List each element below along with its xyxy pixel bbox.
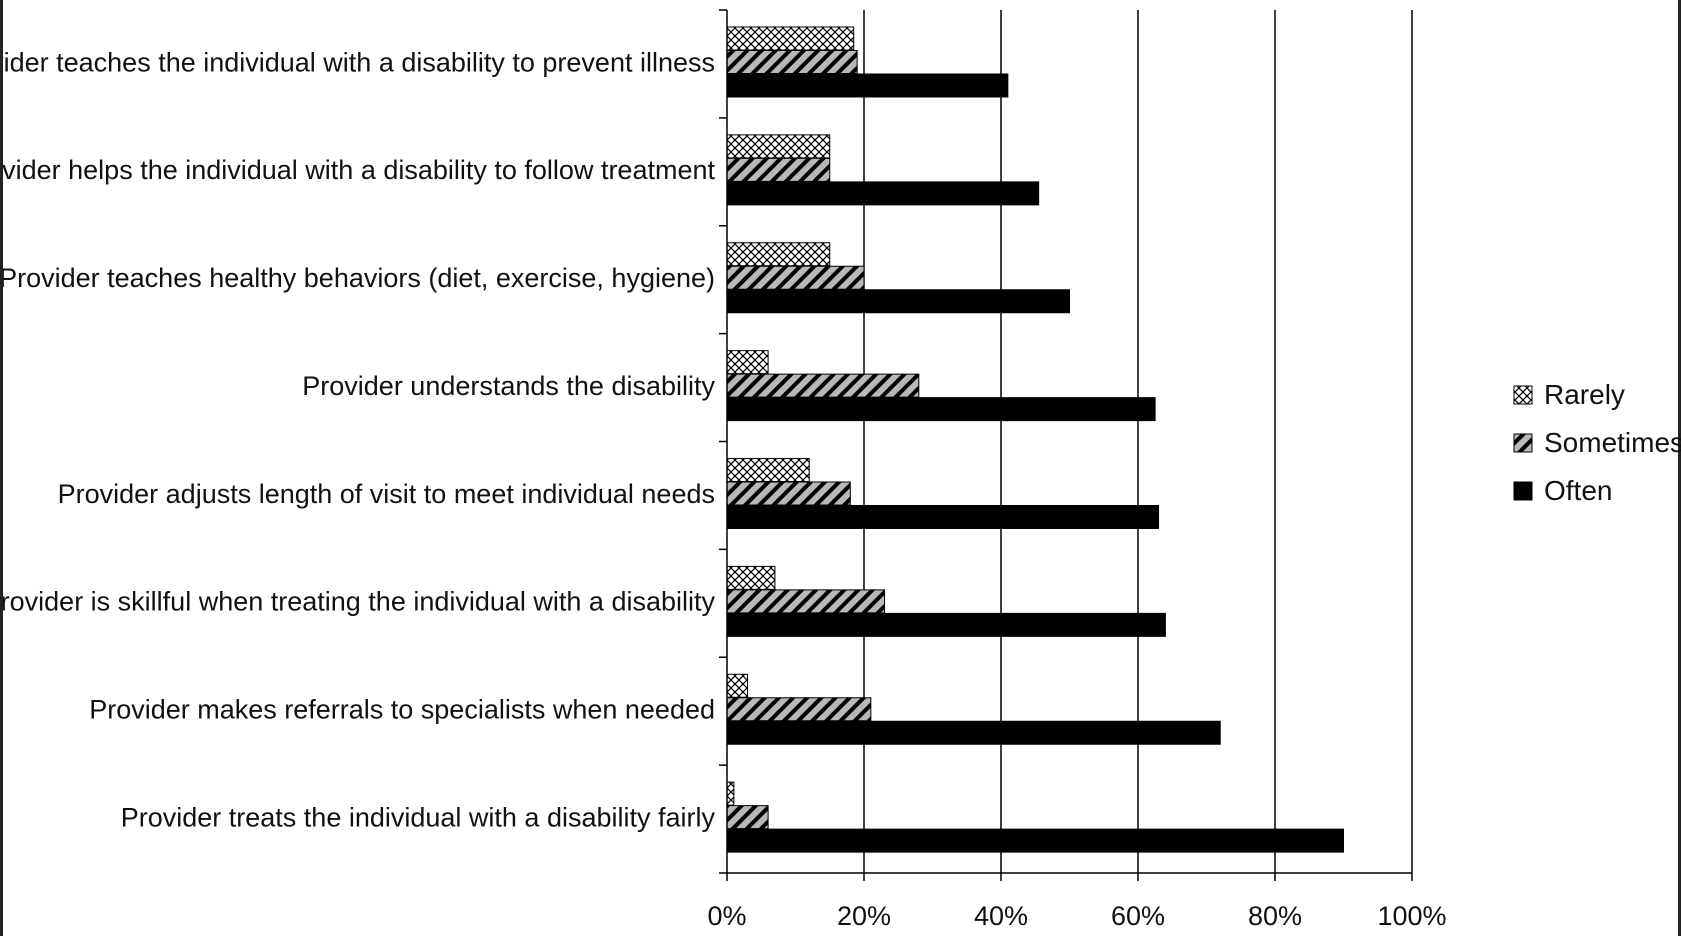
bar-sometimes — [726, 805, 769, 830]
bar-sometimes — [726, 50, 858, 74]
bar-rarely — [726, 781, 735, 806]
bar-often — [726, 612, 1166, 637]
category-label: Provider teaches the individual with a d… — [3, 47, 715, 77]
bar-rarely — [726, 458, 810, 482]
bar-often — [726, 505, 1160, 529]
x-tick-label: 80% — [1248, 901, 1302, 931]
category-label: Provider is skillful when treating the i… — [3, 587, 715, 617]
x-tick-label: 20% — [837, 901, 891, 931]
legend-label: Sometimes — [1544, 427, 1681, 458]
legend-label: Often — [1544, 475, 1612, 506]
bar-sometimes — [726, 265, 865, 290]
legend-swatch-sometimes — [1513, 433, 1533, 453]
x-tick-label: 100% — [1377, 901, 1446, 931]
bar-often — [726, 73, 1009, 98]
bar-sometimes — [726, 697, 872, 722]
x-tick-label: 60% — [1111, 901, 1165, 931]
bar-rarely — [726, 673, 749, 698]
bar-rarely — [726, 242, 831, 267]
category-label: Provider understands the disability — [302, 371, 715, 401]
bar-often — [726, 397, 1156, 422]
x-tick-label: 40% — [974, 901, 1028, 931]
category-label: Provider makes referrals to specialists … — [89, 695, 715, 725]
legend-swatch-rarely — [1513, 385, 1533, 405]
x-tick-label: 0% — [707, 901, 746, 931]
bar-sometimes — [726, 157, 831, 182]
legend-label: Rarely — [1544, 379, 1625, 410]
bar-rarely — [726, 350, 769, 375]
bar-rarely — [726, 26, 855, 51]
bars — [726, 26, 1344, 853]
bar-often — [726, 828, 1344, 853]
bar-sometimes — [726, 589, 886, 614]
legend: Rarely Sometimes Often — [1513, 379, 1681, 506]
x-tick-labels: 0% 20% 40% 60% 80% 100% — [707, 901, 1446, 931]
bar-sometimes — [726, 481, 851, 506]
legend-swatch-often — [1513, 481, 1533, 501]
bar-often — [726, 181, 1040, 206]
bar-chart: Provider teaches the individual with a d… — [3, 9, 1681, 931]
category-label: Provider helps the individual with a dis… — [3, 155, 715, 185]
category-label: Provider teaches healthy behaviors (diet… — [3, 263, 715, 293]
bar-often — [726, 720, 1221, 745]
bar-sometimes — [726, 373, 920, 398]
axes — [719, 9, 1413, 881]
category-labels: Provider teaches the individual with a d… — [3, 47, 715, 832]
bar-rarely — [726, 565, 776, 590]
category-label: Provider treats the individual with a di… — [121, 802, 716, 832]
bar-often — [726, 289, 1070, 314]
category-label: Provider adjusts length of visit to meet… — [58, 479, 715, 509]
bar-rarely — [726, 134, 831, 159]
